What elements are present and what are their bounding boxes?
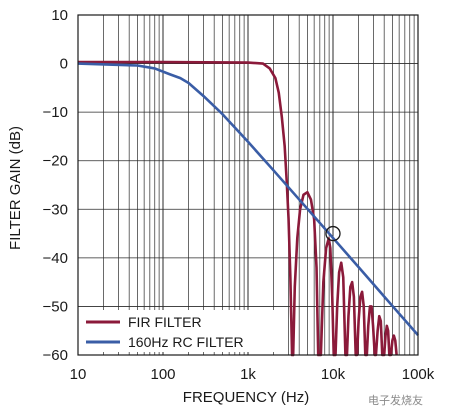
- legend: FIR FILTER 160Hz RC FILTER: [80, 310, 276, 352]
- y-tick-label: −30: [43, 201, 68, 218]
- x-tick-label: 100k: [402, 366, 435, 383]
- x-axis-title: FREQUENCY (Hz): [183, 389, 309, 406]
- legend-label-fir-filter: FIR FILTER: [128, 314, 202, 330]
- series-line-fir-filter: [78, 60, 398, 357]
- watermark: 电子发烧友: [368, 393, 423, 407]
- y-tick-label: 10: [51, 7, 68, 24]
- x-tick-label: 1k: [240, 366, 256, 383]
- annotation-circle: [325, 225, 341, 242]
- y-tick-label: −10: [43, 104, 68, 121]
- series-lines: [77, 60, 419, 357]
- x-tick-label: 10k: [321, 366, 346, 383]
- y-tick-label: −50: [43, 298, 68, 315]
- grid: [77, 14, 418, 356]
- plot-frame: [77, 14, 419, 356]
- series-line-rc-filter: [77, 62, 419, 336]
- y-tick-label: −20: [43, 153, 68, 170]
- y-tick-label: −40: [43, 250, 68, 267]
- legend-label-rc-filter: 160Hz RC FILTER: [128, 334, 244, 350]
- x-tick-label: 100: [150, 366, 175, 383]
- x-tick-label: 10: [70, 366, 87, 383]
- y-tick-label: −60: [43, 347, 68, 364]
- legend-box: [80, 310, 276, 352]
- y-tick-label: 0: [60, 56, 68, 73]
- y-axis-title: FILTER GAIN (dB): [7, 126, 24, 250]
